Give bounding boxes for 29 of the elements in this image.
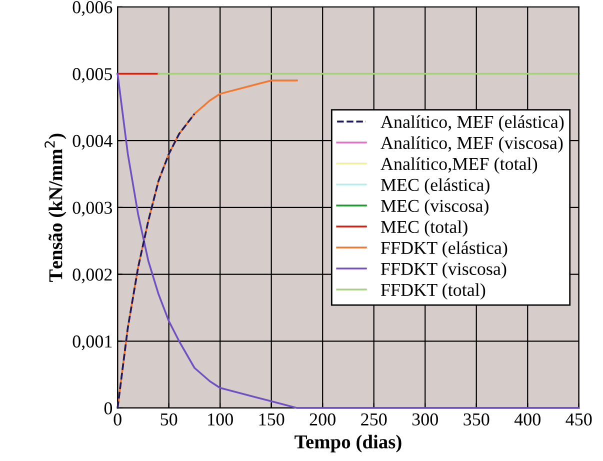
legend-label: Analítico,MEF (total)	[380, 157, 538, 174]
legend-label: FFDKT (total)	[380, 283, 486, 300]
legend-label: MEC (elástica)	[380, 178, 490, 195]
x-tick-label: 450	[566, 413, 592, 426]
y-tick-label: 0,004	[72, 134, 112, 150]
legend-label: MEC (total)	[380, 220, 468, 237]
y-tick-label: 0,006	[72, 1, 112, 16]
x-tick-label: 300	[412, 413, 438, 426]
y-tick-label: 0	[104, 402, 112, 414]
line-series	[116, 112, 196, 409]
x-tick-label: 100	[208, 413, 233, 426]
x-tick-label: 50	[160, 413, 178, 426]
x-tick-label: 250	[361, 413, 387, 426]
y-tick-label: 0,005	[72, 68, 112, 83]
x-tick-label: 350	[464, 413, 490, 426]
x-tick-label: 0	[114, 413, 122, 426]
x-tick-label: 150	[259, 413, 284, 426]
x-tick-label: 400	[514, 413, 540, 426]
legend-label: FFDKT (elástica)	[380, 241, 508, 258]
legend-label: Analítico, MEF (viscosa)	[380, 136, 563, 153]
y-axis-title: Tensão (kN/mm$^{2}$)	[44, 134, 66, 282]
y-tick-label: 0,003	[72, 202, 112, 216]
y-tick-label: 0,002	[72, 268, 112, 284]
x-tick-label: 200	[310, 413, 336, 426]
legend-label: MEC (viscosa)	[380, 199, 488, 216]
y-tick-label: 0,001	[72, 335, 112, 350]
legend-label: Analítico, MEF (elástica)	[380, 115, 564, 132]
legend-label: FFDKT (viscosa)	[380, 262, 506, 279]
x-axis-title: Tempo (dias)	[294, 434, 402, 452]
